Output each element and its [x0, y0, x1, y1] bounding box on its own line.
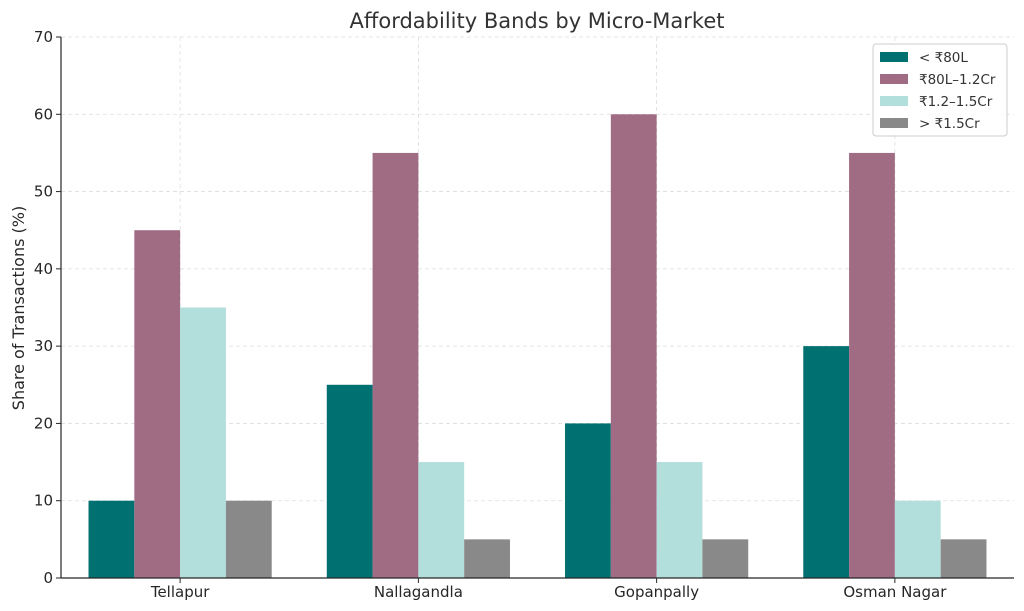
bar	[702, 539, 749, 578]
legend-swatch	[880, 96, 908, 106]
x-tick-label: Tellapur	[150, 583, 210, 601]
y-tick-label: 0	[43, 569, 53, 587]
bar	[88, 500, 135, 578]
x-tick-label: Osman Nagar	[843, 583, 947, 601]
bar	[464, 539, 510, 578]
legend-swatch	[880, 118, 908, 128]
y-tick-label: 40	[34, 260, 53, 278]
bar	[326, 384, 373, 578]
y-axis-label: Share of Transactions (%)	[9, 206, 28, 410]
bar	[656, 462, 703, 578]
y-tick-label: 60	[34, 105, 53, 123]
legend-label: > ₹1.5Cr	[919, 116, 980, 132]
bar	[565, 423, 611, 578]
bar	[849, 152, 895, 578]
bar	[894, 500, 941, 578]
bar	[372, 152, 419, 578]
chart-title: Affordability Bands by Micro-Market	[350, 9, 725, 33]
bar	[134, 230, 181, 578]
legend-label: < ₹80L	[919, 50, 968, 66]
y-tick-label: 10	[34, 492, 53, 510]
bars	[88, 114, 987, 579]
bar	[803, 346, 850, 578]
legend-swatch	[880, 52, 908, 62]
bar	[418, 462, 465, 578]
bar	[940, 539, 987, 578]
bar	[610, 114, 657, 579]
legend-swatch	[880, 74, 908, 84]
legend-label: ₹1.2–1.5Cr	[919, 94, 993, 110]
legend: < ₹80L ₹80L–1.2Cr ₹1.2–1.5Cr > ₹1.5Cr	[872, 43, 1008, 137]
bar	[225, 500, 272, 578]
y-tick-label: 30	[34, 337, 53, 355]
y-tick-label: 20	[34, 414, 53, 432]
bar	[180, 307, 226, 578]
x-tick-label: Nallagandla	[374, 583, 463, 601]
x-tick-label: Gopanpally	[614, 583, 699, 601]
y-tick-label: 50	[34, 183, 53, 201]
legend-box	[872, 43, 1008, 137]
axes	[56, 36, 1014, 583]
legend-label: ₹80L–1.2Cr	[919, 72, 996, 88]
tick-labels: 0 10 20 30 40 50 60 70 Tellapur Nallagandla Gopanp…	[34, 28, 947, 601]
y-tick-label: 70	[34, 28, 53, 46]
